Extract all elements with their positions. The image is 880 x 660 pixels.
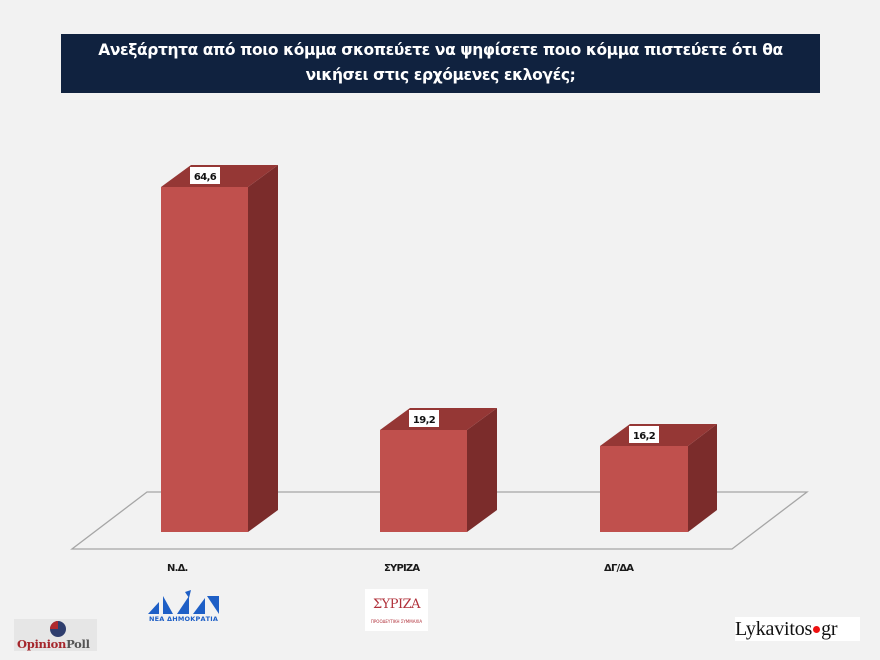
lykavitos-text: Lykavitos gr	[735, 618, 838, 640]
chart-floor	[70, 491, 809, 550]
chart-title: Ανεξάρτητα από ποιο κόμμα σκοπεύετε να ψ…	[61, 34, 820, 93]
value-label: 19,2	[413, 415, 436, 426]
value-label-box	[409, 410, 439, 427]
lykavitos-logo: Lykavitos gr	[735, 617, 860, 641]
syriza-logo-subtext: ΠΡΟΟΔΕΥΤΙΚΗ ΣΥΜΜΑΧΙΑ	[370, 619, 423, 624]
value-label-box	[190, 167, 220, 184]
chart-title-line1: Ανεξάρτητα από ποιο κόμμα σκοπεύετε να ψ…	[98, 41, 783, 59]
value-label-box	[629, 426, 659, 443]
nd-logo: ΝΕΑ ΔΗΜΟΚΡΑΤΙΑ	[145, 590, 225, 626]
opinion-poll-circle-icon	[50, 621, 66, 637]
nd-emblem-icon	[148, 590, 219, 614]
bar-syriza: 19,2	[380, 408, 497, 532]
value-label: 64,6	[194, 172, 217, 183]
category-label-syriza: ΣΥΡΙΖΑ	[384, 563, 420, 574]
category-label-nd: Ν.Δ.	[167, 563, 188, 574]
syriza-logo-text: ΣΥΡΙΖΑ	[372, 597, 421, 612]
nd-logo-text: ΝΕΑ ΔΗΜΟΚΡΑΤΙΑ	[149, 615, 219, 623]
chart-title-line2: νικήσει στις ερχόμενες εκλογές;	[305, 66, 576, 84]
value-label: 16,2	[633, 431, 656, 442]
red-dot-icon	[813, 625, 821, 633]
bar-dg-da: 16,2	[600, 424, 717, 532]
opinion-poll-text: OpinionPoll	[17, 637, 90, 651]
category-label-dg-da: ΔΓ/ΔΑ	[604, 563, 634, 574]
opinion-poll-logo: OpinionPoll	[14, 619, 97, 651]
syriza-logo: ΣΥΡΙΖΑ ΠΡΟΟΔΕΥΤΙΚΗ ΣΥΜΜΑΧΙΑ	[365, 589, 428, 631]
bar-nd: 64,6	[161, 165, 278, 532]
